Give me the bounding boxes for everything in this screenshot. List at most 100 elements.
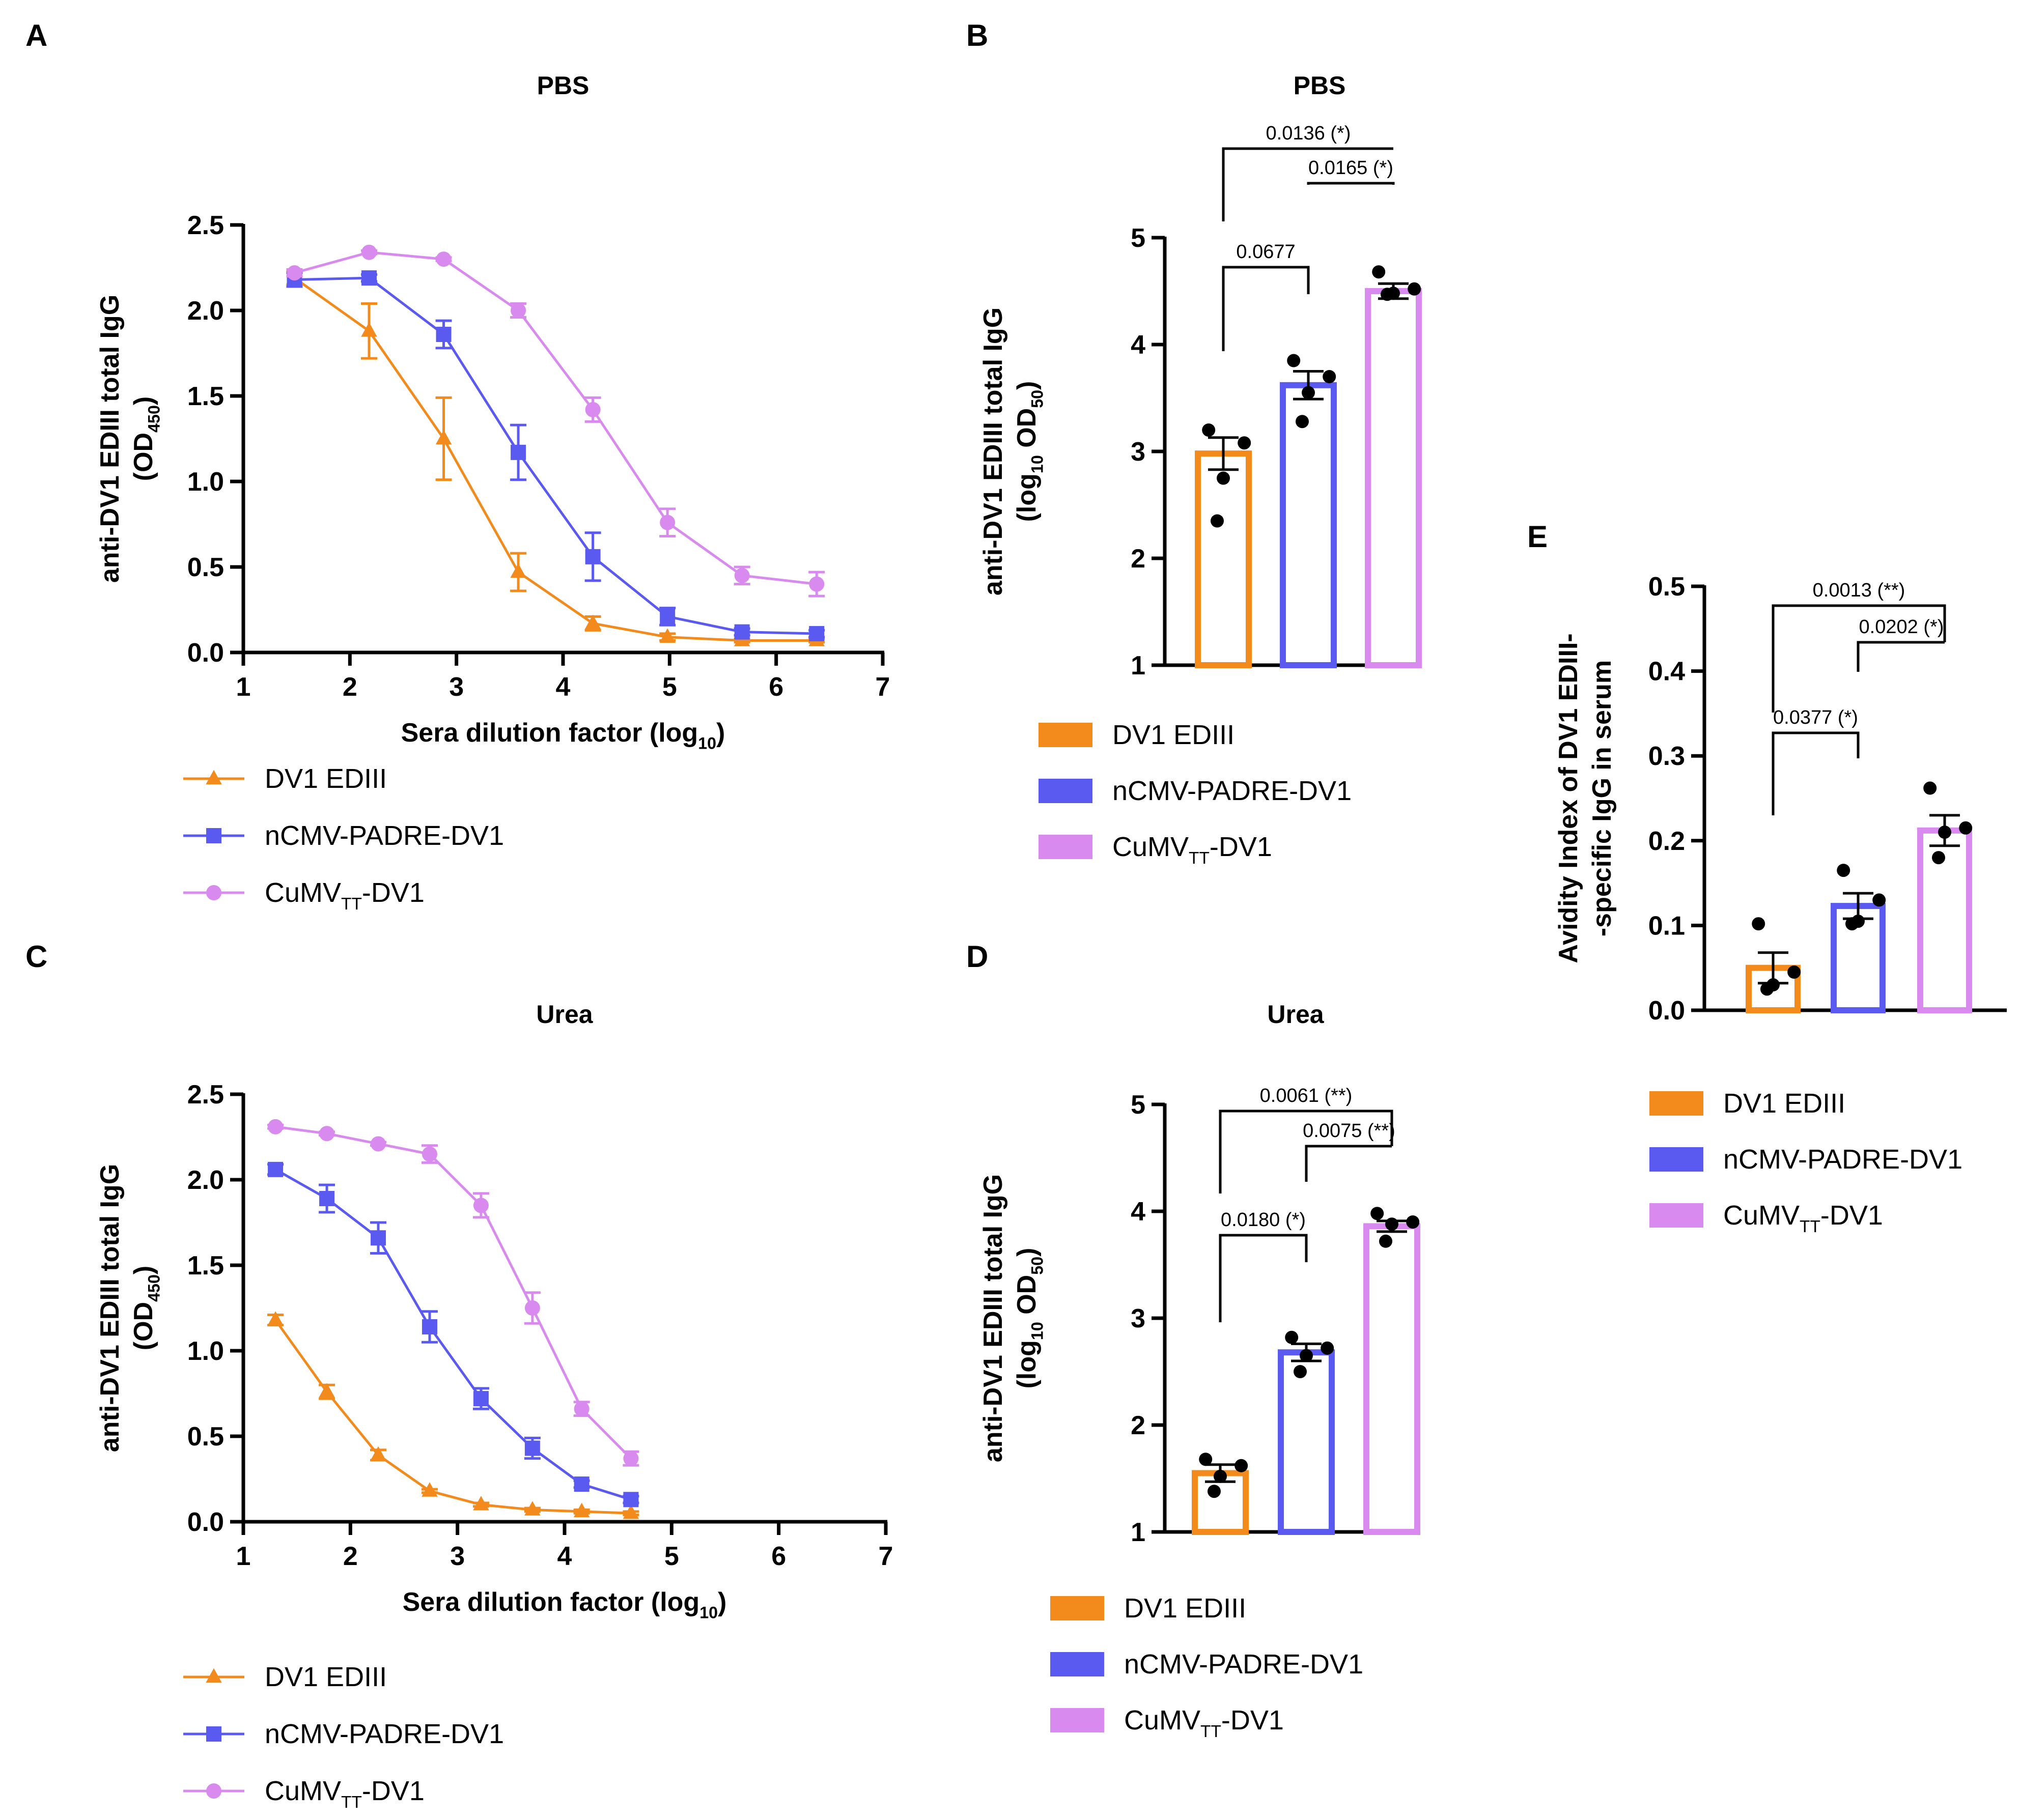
significance-bracket (1222, 266, 1310, 351)
data-point (422, 1482, 438, 1497)
x-tick-label: 6 (769, 672, 783, 702)
data-point (1294, 1365, 1307, 1378)
legend-swatch (1050, 1652, 1104, 1676)
data-point (734, 567, 750, 583)
y-axis-label: anti-DV1 EDIII total IgG (95, 1164, 125, 1452)
data-point (1845, 917, 1859, 931)
y-tick-label: 0.0 (187, 1508, 224, 1537)
line-chart-panel-A: PBS 0.0 0.5 1.0 1.5 2.0 2.5 1 2 3 4 5 6 7 Sera dilutio… (95, 71, 890, 914)
significance-bracket (1772, 731, 1860, 815)
bar-chart-panel-E: 0.0 0.1 0.2 0.3 0.4 0.5 Avidity Index of DV1 E… (1554, 572, 2007, 1236)
legend-label: nCMV-PADRE-DV1 (1723, 1144, 1962, 1175)
data-point (436, 327, 452, 343)
y-tick-label: 3 (1131, 1304, 1145, 1333)
data-point (361, 322, 377, 337)
series-line-0 (274, 1319, 631, 1515)
y-axis-label: anti-DV1 EDIII total IgG (95, 295, 125, 583)
data-point (660, 609, 676, 624)
data-point (1287, 354, 1301, 367)
data-point (370, 1446, 386, 1461)
y-tick-label: 1.0 (187, 1336, 224, 1366)
series-line-1 (274, 1168, 632, 1501)
x-tick-label: 5 (664, 1542, 679, 1571)
y-tick-label: 5 (1131, 1090, 1145, 1120)
data-point (435, 430, 452, 445)
legend-swatch (1050, 1596, 1104, 1620)
data-point (1208, 1485, 1221, 1498)
x-tick-label: 2 (343, 1542, 358, 1571)
y-axis-label: anti-DV1 EDIII total IgG (978, 1174, 1008, 1462)
data-point (361, 270, 377, 286)
data-point (1406, 1215, 1420, 1229)
x-tick-label: 3 (450, 1542, 465, 1571)
x-tick-label: 5 (662, 672, 677, 702)
legend-label: CuMVTT-DV1 (265, 1776, 425, 1812)
legend-label: DV1 EDIII (265, 763, 387, 794)
y-tick-label: 0.0 (187, 638, 224, 668)
y-tick-label: 0.1 (1648, 911, 1685, 941)
y-tick-label: 2 (1131, 1411, 1145, 1440)
y-tick-label: 2 (1131, 544, 1145, 574)
legend-label: CuMVTT-DV1 (1723, 1200, 1883, 1236)
x-tick-label: 4 (557, 1542, 572, 1571)
y-tick-label: 1.5 (187, 1251, 224, 1281)
y-tick-label: 2.5 (187, 211, 224, 240)
x-tick-label: 7 (879, 1542, 893, 1571)
series-line-2 (294, 251, 817, 586)
y-axis-label: Avidity Index of DV1 EDIII- (1554, 633, 1583, 963)
y-tick-label: 0.3 (1648, 742, 1685, 771)
data-point (436, 251, 452, 267)
legend-marker (206, 1783, 221, 1799)
bar-chart-panel-D: Urea 1 2 3 4 5 anti-DV1 EDIII total IgG (log10 … (978, 1000, 1420, 1741)
data-point (511, 303, 526, 318)
data-point (584, 614, 601, 630)
p-value-label: 0.0202 (*) (1859, 616, 1944, 638)
y-tick-label: 0.5 (1648, 572, 1685, 602)
chart-title: PBS (537, 71, 590, 100)
legend-swatch (1649, 1203, 1703, 1228)
data-point (1372, 265, 1386, 279)
legend-swatch (1050, 1708, 1104, 1732)
y-tick-label: 2.5 (187, 1080, 224, 1110)
data-point (371, 1230, 386, 1246)
series-line-2 (275, 1125, 632, 1460)
y-axis-label-unit: (log10 OD50) (1012, 1248, 1047, 1389)
data-point (734, 624, 750, 640)
data-point (473, 1198, 489, 1213)
data-point (267, 1311, 284, 1326)
y-tick-label: 4 (1131, 1197, 1145, 1227)
data-point (573, 1502, 590, 1518)
legend-label: CuMVTT-DV1 (1124, 1705, 1284, 1741)
data-point (623, 1504, 639, 1519)
data-point (422, 1146, 437, 1162)
data-point (1296, 415, 1309, 429)
data-point (1959, 821, 1973, 835)
significance-bracket (1219, 1234, 1308, 1322)
significance-bracket (1219, 1110, 1393, 1193)
y-tick-label: 0.5 (187, 553, 224, 582)
x-tick-label: 4 (556, 672, 571, 702)
data-point (1752, 917, 1765, 931)
legend-marker (206, 1726, 221, 1742)
data-point (268, 1161, 284, 1177)
y-tick-label: 1.5 (187, 382, 224, 411)
legend-label: DV1 EDIII (1112, 720, 1235, 750)
y-tick-label: 2.0 (187, 1165, 224, 1195)
legend-swatch (1039, 835, 1092, 859)
data-point (809, 626, 825, 642)
data-point (809, 576, 825, 592)
p-value-label: 0.0180 (*) (1221, 1209, 1306, 1231)
significance-bracket (1772, 604, 1946, 713)
y-tick-label: 5 (1131, 223, 1145, 253)
data-point (473, 1496, 489, 1511)
data-point (422, 1319, 437, 1334)
x-tick-label: 7 (876, 672, 890, 702)
significance-bracket (1305, 1145, 1392, 1182)
line-chart-panel-C: Urea 0.0 0.5 1.0 1.5 2.0 2.5 1 2 3 4 5 6 7 Sera diluti… (95, 1000, 893, 1812)
y-tick-label: 0.4 (1648, 657, 1685, 687)
data-point (524, 1440, 540, 1456)
y-axis-label: anti-DV1 EDIII total IgG (978, 307, 1008, 595)
legend-label: DV1 EDIII (265, 1662, 387, 1692)
legend-label: nCMV-PADRE-DV1 (1124, 1649, 1363, 1680)
